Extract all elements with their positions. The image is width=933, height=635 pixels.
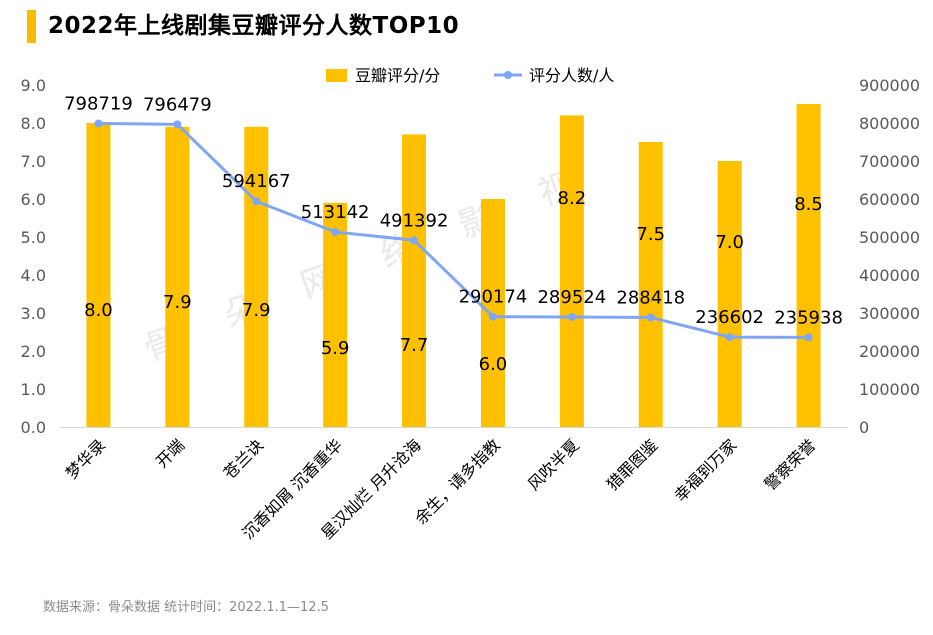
bar-value-label: 6.0: [479, 354, 508, 375]
title-accent-bar: [27, 10, 36, 43]
line-point: [725, 333, 734, 342]
bar-value-label: 8.5: [794, 194, 823, 215]
line-value-label: 288418: [616, 287, 685, 308]
category-label: 幸福到万家: [670, 435, 740, 505]
line-point: [331, 228, 340, 237]
bar-value-label: 7.0: [715, 232, 744, 253]
left-tick-label: 8.0: [21, 114, 46, 133]
left-tick-label: 2.0: [21, 342, 46, 361]
line-point: [804, 333, 813, 342]
category-label: 苍兰诀: [220, 435, 267, 482]
category-label: 风吹半夏: [524, 435, 583, 494]
category-label: 梦华录: [62, 435, 109, 482]
line-point: [94, 119, 103, 128]
category-label: 猎罪图鉴: [603, 435, 662, 494]
right-tick-label: 0: [859, 418, 869, 437]
bar: [638, 142, 663, 427]
line-value-label: 491392: [380, 210, 449, 231]
left-tick-label: 7.0: [21, 152, 46, 171]
bar-series: [86, 104, 821, 428]
bar-value-label: 5.9: [321, 338, 350, 359]
line-value-label: 289524: [537, 287, 606, 308]
bar: [796, 104, 821, 427]
legend-bar-label: 豆瓣评分/分: [355, 66, 440, 85]
right-tick-label: 300000: [859, 304, 920, 323]
line-point: [488, 312, 497, 321]
right-tick-label: 500000: [859, 228, 920, 247]
legend-bar-swatch: [326, 69, 347, 82]
legend-line-label: 评分人数/人: [529, 66, 614, 85]
left-tick-label: 6.0: [21, 190, 46, 209]
line-value-label: 513142: [301, 202, 370, 223]
bar: [165, 126, 190, 428]
line-point: [173, 120, 182, 129]
left-tick-label: 9.0: [21, 76, 46, 95]
line-value-label: 594167: [222, 171, 291, 192]
right-tick-label: 900000: [859, 76, 920, 95]
bar-value-label: 8.2: [558, 188, 587, 209]
left-tick-label: 3.0: [21, 304, 46, 323]
bar-value-label: 8.0: [84, 300, 113, 321]
data-labels: 8.0 7.9 7.9 5.9 7.7 6.0 8.2 7.5 7.0 8.5 798719 7964…: [64, 93, 843, 375]
bar-value-label: 7.7: [400, 335, 429, 356]
category-label: 开端: [152, 435, 188, 471]
bar-value-label: 7.9: [242, 300, 271, 321]
line-value-label: 796479: [143, 94, 212, 115]
legend-line-marker: [504, 71, 512, 79]
left-tick-label: 1.0: [21, 380, 46, 399]
category-label: 余生，请多指教: [411, 435, 504, 528]
bar: [402, 134, 427, 427]
right-tick-label: 700000: [859, 152, 920, 171]
bar: [86, 123, 111, 427]
line-point: [567, 312, 576, 321]
line-series: [94, 119, 813, 342]
line-value-label: 290174: [459, 287, 528, 308]
right-tick-label: 800000: [859, 114, 920, 133]
right-tick-label: 400000: [859, 266, 920, 285]
left-tick-label: 5.0: [21, 228, 46, 247]
bar: [559, 115, 584, 428]
line-point: [410, 236, 419, 245]
line-point: [252, 197, 261, 206]
left-tick-label: 4.0: [21, 266, 46, 285]
right-tick-label: 100000: [859, 380, 920, 399]
right-tick-label: 600000: [859, 190, 920, 209]
right-tick-label: 200000: [859, 342, 920, 361]
bar: [717, 161, 742, 427]
chart-title: 2022年上线剧集豆瓣评分人数TOP10: [48, 13, 460, 39]
bar: [323, 202, 348, 427]
category-label: 警察荣誉: [761, 435, 820, 494]
bar-value-label: 7.5: [636, 224, 665, 245]
line-point: [646, 313, 655, 322]
legend[interactable]: 豆瓣评分/分 评分人数/人: [326, 66, 614, 85]
source-note: 数据来源：骨朵数据 统计时间：2022.1.1—12.5: [43, 600, 329, 615]
left-tick-label: 0.0: [21, 418, 46, 437]
bar-value-label: 7.9: [163, 292, 192, 313]
line-path: [98, 121, 809, 339]
bar: [244, 126, 269, 428]
line-value-label: 798719: [64, 93, 133, 114]
line-value-label: 236602: [695, 307, 764, 328]
line-value-label: 235938: [774, 307, 843, 328]
